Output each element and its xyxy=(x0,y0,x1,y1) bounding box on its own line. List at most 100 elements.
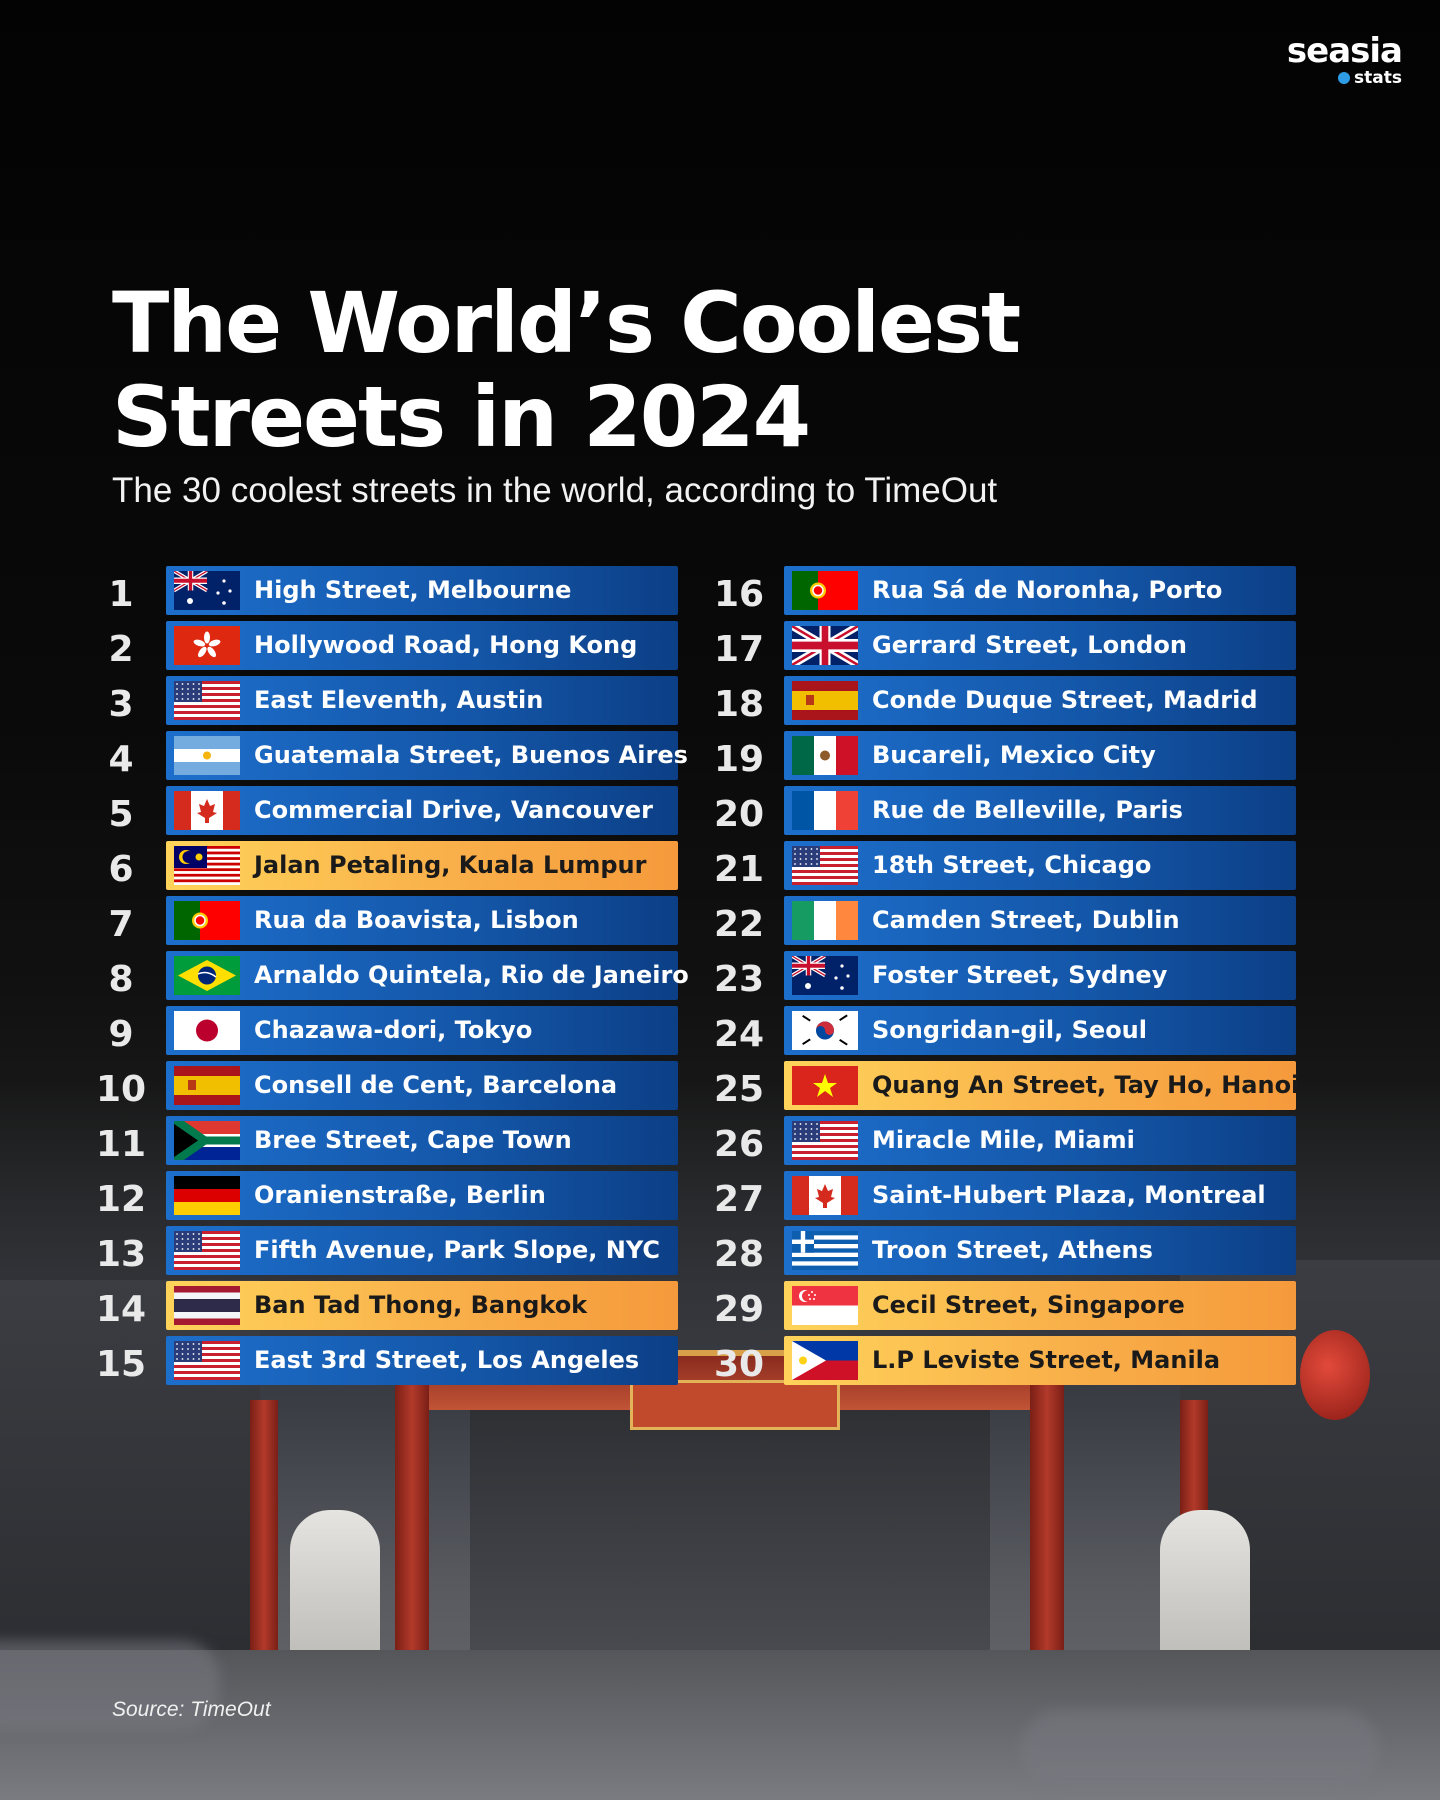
street-bar: Bucareli, Mexico City xyxy=(784,731,1296,780)
ranking-row: 7 Rua da Boavista, Lisbon xyxy=(90,896,710,951)
rank-number: 24 xyxy=(713,1014,765,1055)
ranking-row: 25 Quang An Street, Tay Ho, Hanoi xyxy=(708,1061,1328,1116)
rank-number: 30 xyxy=(713,1344,765,1385)
street-bar: East Eleventh, Austin xyxy=(166,676,678,725)
street-name: Jalan Petaling, Kuala Lumpur xyxy=(254,851,647,879)
ranking-row: 9 Chazawa-dori, Tokyo xyxy=(90,1006,710,1061)
street-name: Bree Street, Cape Town xyxy=(254,1126,572,1154)
logo-sub-text: stats xyxy=(1354,68,1402,88)
spain-flag-icon xyxy=(174,1066,240,1105)
rank-number: 29 xyxy=(713,1289,765,1330)
street-bar: Hollywood Road, Hong Kong xyxy=(166,621,678,670)
street-name: Commercial Drive, Vancouver xyxy=(254,796,653,824)
rank-number: 25 xyxy=(713,1069,765,1110)
ranking-row: 19 Bucareli, Mexico City xyxy=(708,731,1328,786)
street-bar: Miracle Mile, Miami xyxy=(784,1116,1296,1165)
usa-flag-icon xyxy=(792,1121,858,1160)
street-bar-highlighted: L.P Leviste Street, Manila xyxy=(784,1336,1296,1385)
street-bar: 18th Street, Chicago xyxy=(784,841,1296,890)
ranking-row: 16 Rua Sá de Noronha, Porto xyxy=(708,566,1328,621)
ranking-row: 1 High Street, Melbourne xyxy=(90,566,710,621)
portugal-flag-icon xyxy=(792,571,858,610)
street-name: High Street, Melbourne xyxy=(254,576,572,604)
street-name: Ban Tad Thong, Bangkok xyxy=(254,1291,588,1319)
street-bar-highlighted: Jalan Petaling, Kuala Lumpur xyxy=(166,841,678,890)
ranking-row: 24 Songridan-gil, Seoul xyxy=(708,1006,1328,1061)
street-name: Cecil Street, Singapore xyxy=(872,1291,1185,1319)
street-name: Rua Sá de Noronha, Porto xyxy=(872,576,1223,604)
japan-flag-icon xyxy=(174,1011,240,1050)
street-name: Bucareli, Mexico City xyxy=(872,741,1156,769)
street-name: Rue de Belleville, Paris xyxy=(872,796,1183,824)
australia-flag-icon xyxy=(792,956,858,995)
argentina-flag-icon xyxy=(174,736,240,775)
street-bar-highlighted: Cecil Street, Singapore xyxy=(784,1281,1296,1330)
street-name: East 3rd Street, Los Angeles xyxy=(254,1346,640,1374)
rank-number: 9 xyxy=(108,1014,134,1055)
ranking-row: 27 Saint-Hubert Plaza, Montreal xyxy=(708,1171,1328,1226)
ranking-row: 6 Jalan Petaling, Kuala Lumpur xyxy=(90,841,710,896)
street-name: Saint-Hubert Plaza, Montreal xyxy=(872,1181,1266,1209)
street-bar: Saint-Hubert Plaza, Montreal xyxy=(784,1171,1296,1220)
title-line-2: Streets in 2024 xyxy=(112,368,811,466)
rank-number: 12 xyxy=(95,1179,147,1220)
logo-sub: stats xyxy=(1287,68,1402,88)
street-bar: Rue de Belleville, Paris xyxy=(784,786,1296,835)
street-bar: Gerrard Street, London xyxy=(784,621,1296,670)
street-bar: High Street, Melbourne xyxy=(166,566,678,615)
ranking-row: 12 Oranienstraße, Berlin xyxy=(90,1171,710,1226)
street-bar: Rua da Boavista, Lisbon xyxy=(166,896,678,945)
logo-brand: seasia xyxy=(1286,31,1403,71)
rank-number: 16 xyxy=(713,574,765,615)
ranking-row: 11 Bree Street, Cape Town xyxy=(90,1116,710,1171)
rank-number: 5 xyxy=(108,794,134,835)
street-name: Troon Street, Athens xyxy=(872,1236,1153,1264)
page-title: The World’s Coolest Streets in 2024 xyxy=(112,276,1112,464)
hong-kong-flag-icon xyxy=(174,626,240,665)
street-name: Conde Duque Street, Madrid xyxy=(872,686,1258,714)
germany-flag-icon xyxy=(174,1176,240,1215)
rank-number: 28 xyxy=(713,1234,765,1275)
ranking-row: 8 Arnaldo Quintela, Rio de Janeiro xyxy=(90,951,710,1006)
canada-flag-icon xyxy=(792,1176,858,1215)
street-bar: Chazawa-dori, Tokyo xyxy=(166,1006,678,1055)
ranking-row: 10 Consell de Cent, Barcelona xyxy=(90,1061,710,1116)
singapore-flag-icon xyxy=(792,1286,858,1325)
rank-number: 4 xyxy=(108,739,134,780)
ranking-row: 5 Commercial Drive, Vancouver xyxy=(90,786,710,841)
ireland-flag-icon xyxy=(792,901,858,940)
street-bar: Bree Street, Cape Town xyxy=(166,1116,678,1165)
rank-number: 18 xyxy=(713,684,765,725)
street-name: Quang An Street, Tay Ho, Hanoi xyxy=(872,1071,1300,1099)
ranking-row: 18 Conde Duque Street, Madrid xyxy=(708,676,1328,731)
rank-number: 1 xyxy=(108,574,134,615)
street-name: Oranienstraße, Berlin xyxy=(254,1181,546,1209)
ranking-row: 2 Hollywood Road, Hong Kong xyxy=(90,621,710,676)
street-bar: Songridan-gil, Seoul xyxy=(784,1006,1296,1055)
street-name: East Eleventh, Austin xyxy=(254,686,544,714)
rank-number: 21 xyxy=(713,849,765,890)
globe-dot-icon xyxy=(1338,72,1351,84)
rank-number: 27 xyxy=(713,1179,765,1220)
rank-number: 17 xyxy=(713,629,765,670)
street-bar: East 3rd Street, Los Angeles xyxy=(166,1336,678,1385)
street-bar: Guatemala Street, Buenos Aires xyxy=(166,731,688,780)
rank-number: 13 xyxy=(95,1234,147,1275)
usa-flag-icon xyxy=(792,846,858,885)
rank-number: 10 xyxy=(95,1069,147,1110)
south-korea-flag-icon xyxy=(792,1011,858,1050)
rank-number: 11 xyxy=(95,1124,147,1165)
street-name: Arnaldo Quintela, Rio de Janeiro xyxy=(254,961,689,989)
street-name: Consell de Cent, Barcelona xyxy=(254,1071,618,1099)
rank-number: 15 xyxy=(95,1344,147,1385)
ranking-row: 29 Cecil Street, Singapore xyxy=(708,1281,1328,1336)
street-name: Rua da Boavista, Lisbon xyxy=(254,906,579,934)
title-line-1: The World’s Coolest xyxy=(112,274,1021,372)
south-africa-flag-icon xyxy=(174,1121,240,1160)
street-bar: Foster Street, Sydney xyxy=(784,951,1296,1000)
street-name: Hollywood Road, Hong Kong xyxy=(254,631,638,659)
seasia-stats-logo: seasia stats xyxy=(1286,31,1403,88)
rank-number: 7 xyxy=(108,904,134,945)
thailand-flag-icon xyxy=(174,1286,240,1325)
street-name: L.P Leviste Street, Manila xyxy=(872,1346,1221,1374)
